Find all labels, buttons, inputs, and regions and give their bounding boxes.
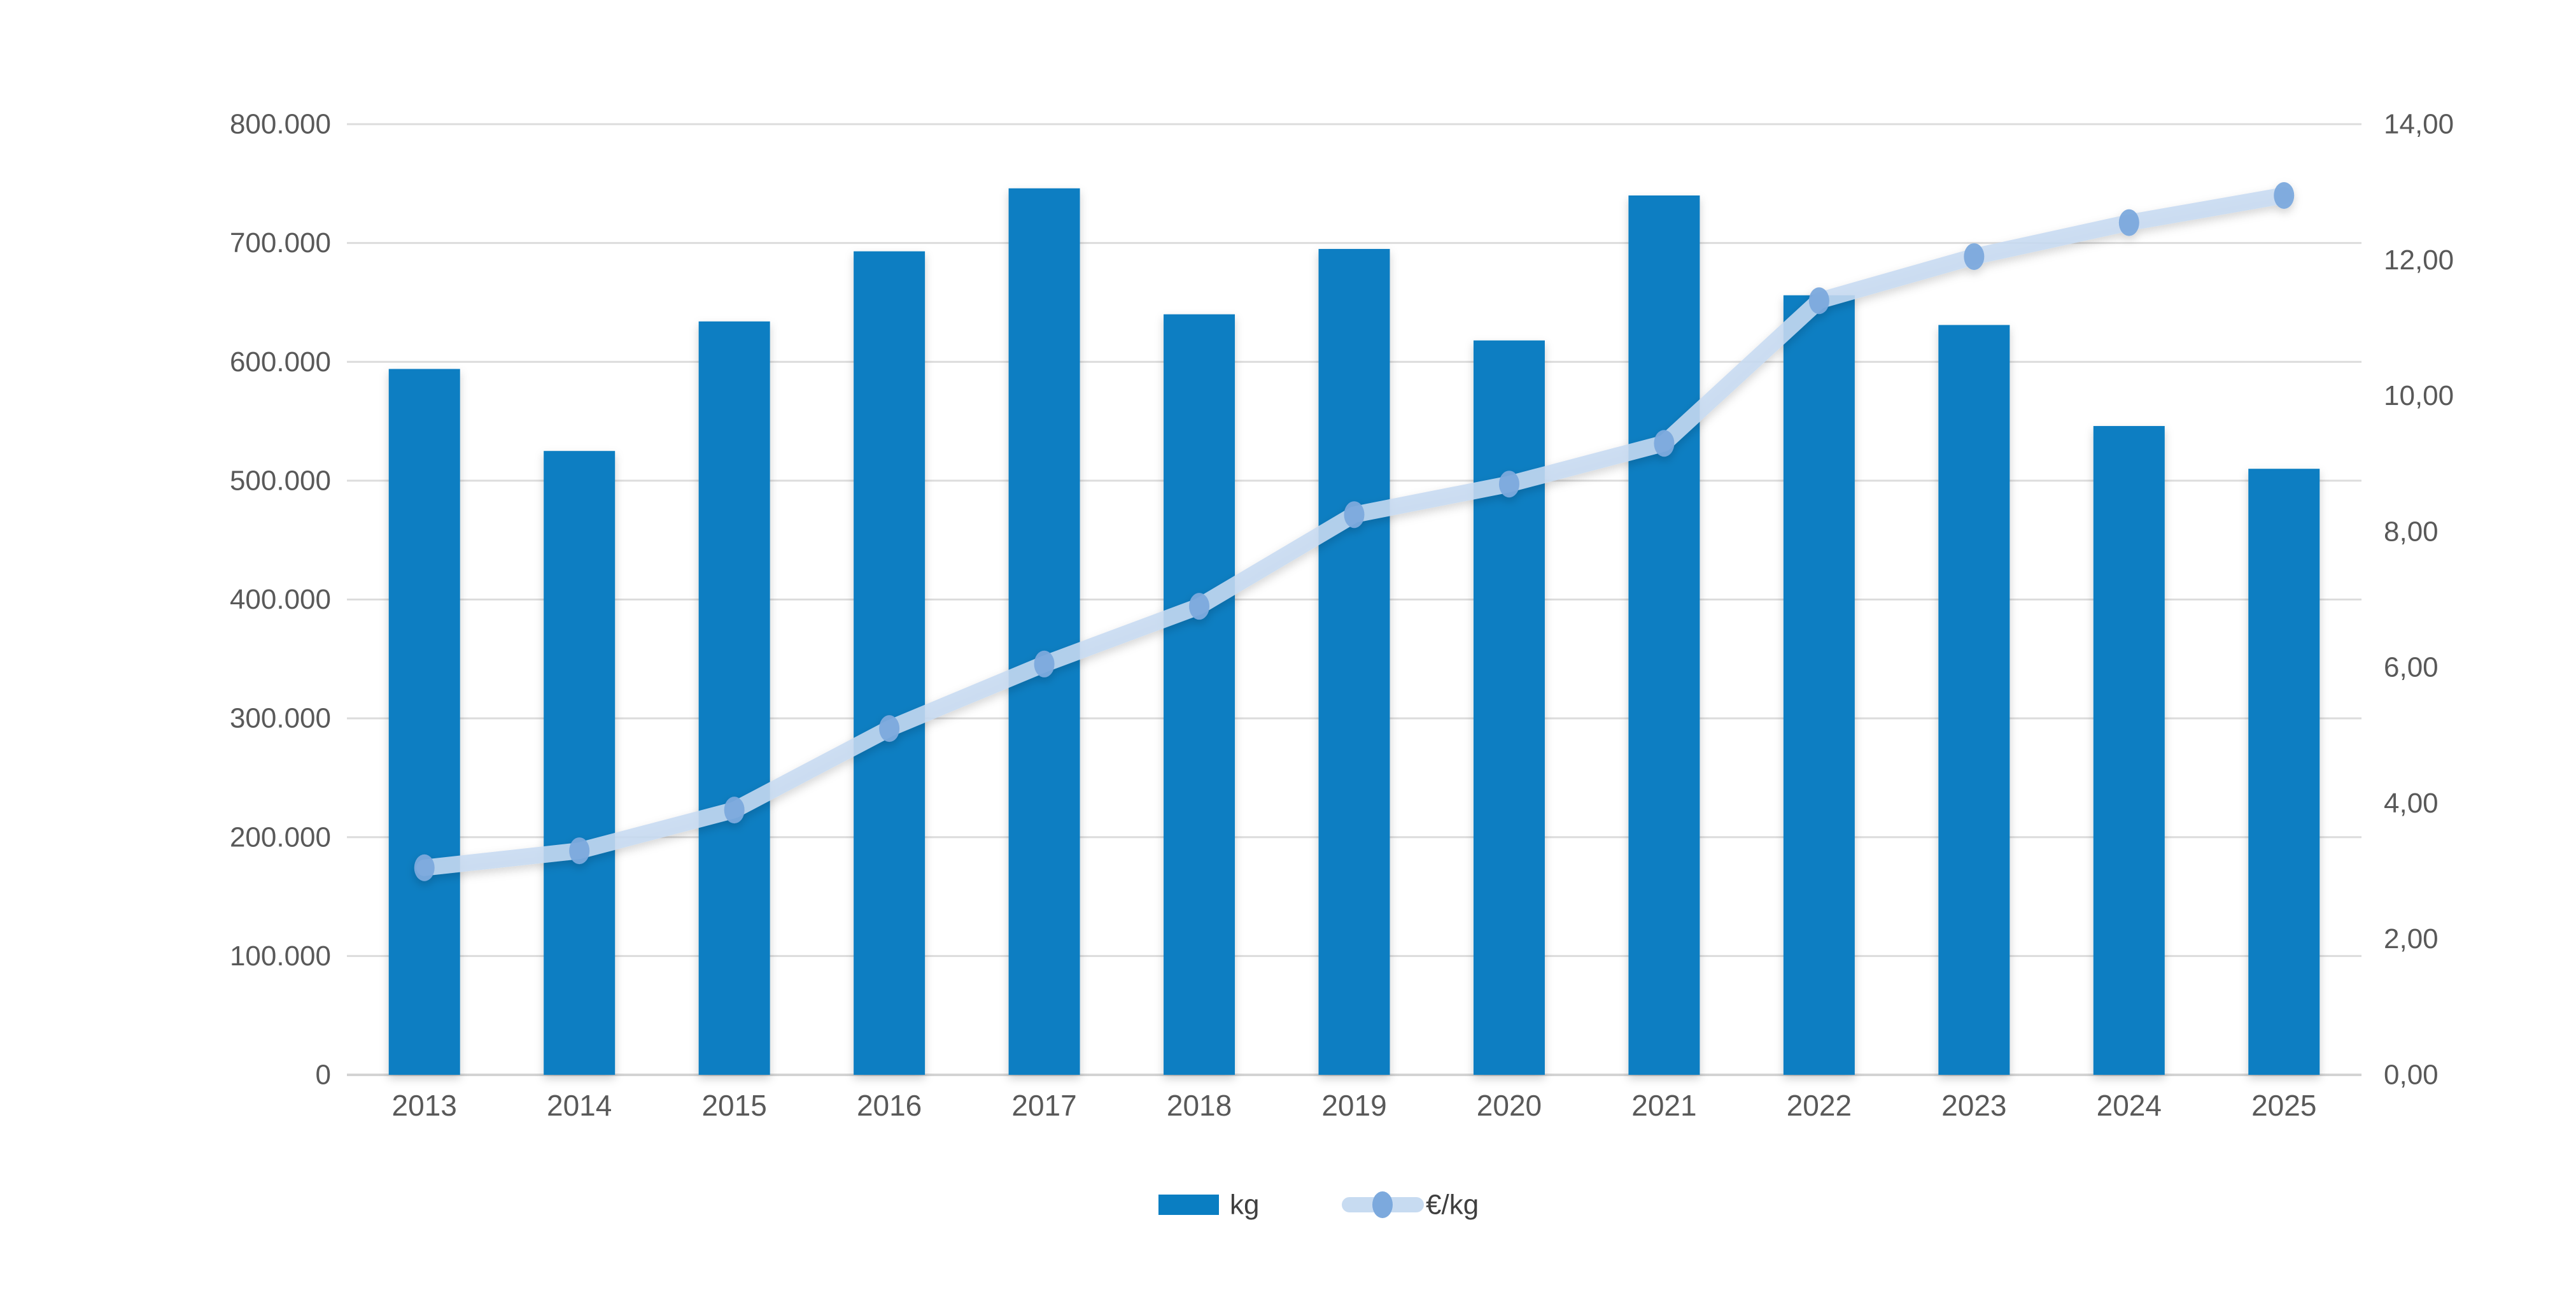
year-label-2018: 2018: [1167, 1089, 1232, 1122]
bar-2025[interactable]: [2248, 469, 2320, 1075]
bar-2014[interactable]: [544, 451, 616, 1075]
year-label-2025: 2025: [2251, 1089, 2316, 1122]
left-tick-100000: 100.000: [230, 940, 331, 972]
legend-kg-label: kg: [1230, 1189, 1259, 1221]
line-series-group: [414, 181, 2295, 881]
year-label-2023: 2023: [1941, 1089, 2006, 1122]
bar-2017[interactable]: [1008, 188, 1080, 1075]
left-tick-600000: 600.000: [230, 346, 331, 378]
left-tick-200000: 200.000: [230, 821, 331, 853]
legend-eur-per-kg-label: €/kg: [1426, 1189, 1479, 1221]
bar-2021[interactable]: [1628, 195, 1700, 1075]
right-tick-4: 4,00: [2384, 788, 2439, 819]
right-tick-14: 14,00: [2384, 109, 2454, 140]
right-tick-6: 6,00: [2384, 652, 2439, 683]
marker-2021[interactable]: [1654, 430, 1675, 457]
right-tick-8: 8,00: [2384, 516, 2439, 547]
bar-2015[interactable]: [698, 321, 770, 1075]
left-tick-0: 0: [316, 1060, 331, 1091]
left-tick-700000: 700.000: [230, 227, 331, 259]
marker-2013[interactable]: [414, 854, 435, 881]
year-label-2017: 2017: [1011, 1089, 1076, 1122]
right-tick-2: 2,00: [2384, 923, 2439, 955]
legend-line-dot: [1372, 1191, 1393, 1218]
year-label-2013: 2013: [392, 1089, 457, 1122]
year-label-2014: 2014: [547, 1089, 612, 1122]
right-tick-12: 12,00: [2384, 245, 2454, 276]
year-label-2016: 2016: [857, 1089, 922, 1122]
right-tick-10: 10,00: [2384, 380, 2454, 411]
marker-2019[interactable]: [1344, 501, 1365, 529]
axis-labels-group: 0 100.000 200.000 300.000 400.000 500.000 600.…: [230, 109, 2454, 1123]
left-tick-800000: 800.000: [230, 109, 331, 140]
year-label-2015: 2015: [701, 1089, 766, 1122]
marker-2017[interactable]: [1034, 650, 1055, 678]
left-tick-400000: 400.000: [230, 584, 331, 615]
marker-2025[interactable]: [2274, 181, 2295, 209]
year-label-2019: 2019: [1321, 1089, 1386, 1122]
bar-2019[interactable]: [1318, 248, 1390, 1075]
marker-2016[interactable]: [879, 715, 900, 742]
year-label-2020: 2020: [1477, 1089, 1542, 1122]
bar-2022[interactable]: [1783, 295, 1855, 1075]
marker-2018[interactable]: [1189, 593, 1210, 620]
year-label-2021: 2021: [1631, 1089, 1696, 1122]
bar-series-group: [388, 188, 2320, 1075]
bar-2013[interactable]: [388, 369, 460, 1075]
year-label-2022: 2022: [1787, 1089, 1852, 1122]
right-tick-0: 0,00: [2384, 1060, 2439, 1091]
left-tick-500000: 500.000: [230, 465, 331, 496]
legend-item-kg[interactable]: kg: [1158, 1189, 1259, 1221]
bar-2016[interactable]: [854, 251, 926, 1075]
legend-group: kg €/kg: [1158, 1189, 1479, 1221]
legend-item-eur-per-kg[interactable]: €/kg: [1342, 1189, 1479, 1221]
marker-2014[interactable]: [569, 837, 590, 865]
left-tick-300000: 300.000: [230, 703, 331, 734]
marker-2020[interactable]: [1498, 471, 1519, 498]
legend-kg-swatch: [1158, 1195, 1219, 1215]
marker-2015[interactable]: [724, 797, 745, 824]
year-label-2024: 2024: [2097, 1089, 2162, 1122]
marker-2024[interactable]: [2118, 209, 2139, 236]
bar-2023[interactable]: [1938, 325, 2010, 1075]
bar-2018[interactable]: [1164, 314, 1235, 1075]
marker-2022[interactable]: [1808, 287, 1829, 315]
bar-2024[interactable]: [2093, 426, 2165, 1075]
marker-2023[interactable]: [1964, 243, 1985, 270]
bar-2020[interactable]: [1473, 340, 1545, 1075]
